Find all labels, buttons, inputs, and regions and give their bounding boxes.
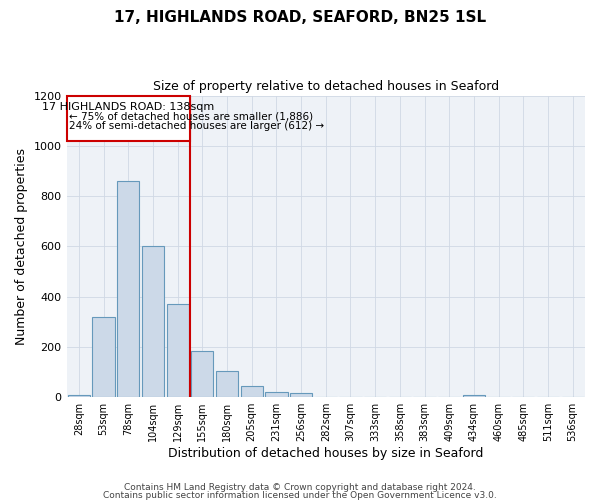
- Bar: [265, 392, 287, 397]
- FancyBboxPatch shape: [67, 96, 190, 141]
- Bar: [92, 317, 115, 397]
- Bar: [216, 371, 238, 397]
- Text: 24% of semi-detached houses are larger (612) →: 24% of semi-detached houses are larger (…: [69, 120, 324, 130]
- Bar: [241, 386, 263, 397]
- Bar: [117, 181, 139, 397]
- Y-axis label: Number of detached properties: Number of detached properties: [15, 148, 28, 345]
- Bar: [68, 394, 90, 397]
- Title: Size of property relative to detached houses in Seaford: Size of property relative to detached ho…: [153, 80, 499, 93]
- Bar: [167, 304, 189, 397]
- Bar: [290, 392, 312, 397]
- Text: ← 75% of detached houses are smaller (1,886): ← 75% of detached houses are smaller (1,…: [69, 111, 313, 121]
- Text: 17 HIGHLANDS ROAD: 138sqm: 17 HIGHLANDS ROAD: 138sqm: [42, 102, 214, 112]
- X-axis label: Distribution of detached houses by size in Seaford: Distribution of detached houses by size …: [168, 447, 484, 460]
- Bar: [463, 394, 485, 397]
- Text: 17, HIGHLANDS ROAD, SEAFORD, BN25 1SL: 17, HIGHLANDS ROAD, SEAFORD, BN25 1SL: [114, 10, 486, 25]
- Bar: [191, 350, 214, 397]
- Bar: [142, 246, 164, 397]
- Text: Contains public sector information licensed under the Open Government Licence v3: Contains public sector information licen…: [103, 490, 497, 500]
- Text: Contains HM Land Registry data © Crown copyright and database right 2024.: Contains HM Land Registry data © Crown c…: [124, 484, 476, 492]
